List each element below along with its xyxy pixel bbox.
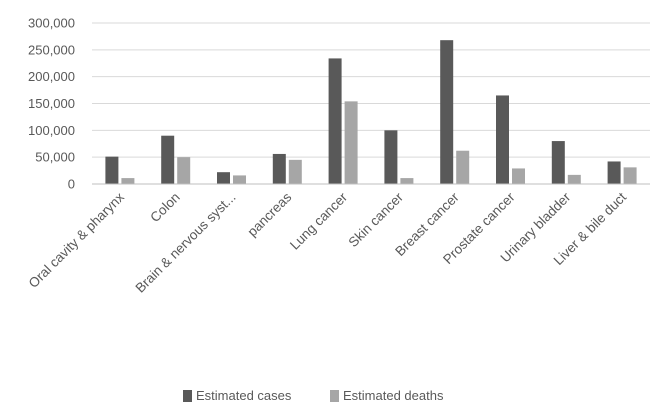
bar-estimated-deaths (456, 150, 470, 184)
y-axis-tick-labels: 300,000 250,000 200,000 150,000 100,000 50,00… (28, 16, 75, 192)
bar-estimated-cases (440, 40, 454, 184)
x-category-label: Colon (147, 190, 183, 226)
bar-estimated-cases (105, 156, 119, 184)
bar-estimated-cases (607, 161, 621, 184)
bar-estimated-deaths (177, 157, 191, 184)
x-category-label: Brain & nervous syst... (133, 190, 239, 296)
bar-estimated-cases (384, 130, 398, 184)
bar-estimated-cases (217, 172, 230, 184)
gridlines (92, 22, 650, 158)
x-category-label: pancreas (245, 189, 295, 239)
y-tick-label: 50,000 (35, 150, 75, 165)
bar-estimated-deaths (400, 178, 414, 184)
x-category-label: Lung cancer (287, 189, 351, 253)
bar-estimated-cases (496, 95, 509, 184)
y-tick-label: 150,000 (28, 96, 75, 111)
legend-label-estimated-cases: Estimated cases (196, 388, 292, 403)
bar-estimated-deaths (121, 178, 135, 184)
y-tick-label: 300,000 (28, 16, 75, 31)
bar-estimated-deaths (623, 167, 637, 184)
legend: Estimated cases Estimated deaths (183, 388, 444, 403)
legend-swatch-estimated-deaths (330, 390, 339, 402)
y-tick-label: 250,000 (28, 42, 75, 57)
bar-estimated-deaths (233, 175, 246, 184)
legend-label-estimated-deaths: Estimated deaths (343, 388, 444, 403)
bars (105, 40, 637, 184)
bar-estimated-cases (551, 141, 565, 184)
y-tick-label: 200,000 (28, 69, 75, 84)
legend-swatch-estimated-cases (183, 390, 192, 402)
x-category-label: Oral cavity & pharynx (26, 189, 128, 291)
x-category-label: Skin cancer (346, 189, 407, 250)
bar-estimated-deaths (344, 101, 358, 184)
bar-estimated-deaths (567, 174, 581, 184)
bar-estimated-cases (328, 58, 342, 184)
y-tick-label: 100,000 (28, 123, 75, 138)
bar-estimated-cases (161, 135, 175, 184)
bar-estimated-cases (272, 153, 286, 184)
y-tick-label: 0 (68, 177, 75, 192)
bar-estimated-deaths (512, 168, 525, 184)
bar-estimated-deaths (288, 159, 302, 184)
